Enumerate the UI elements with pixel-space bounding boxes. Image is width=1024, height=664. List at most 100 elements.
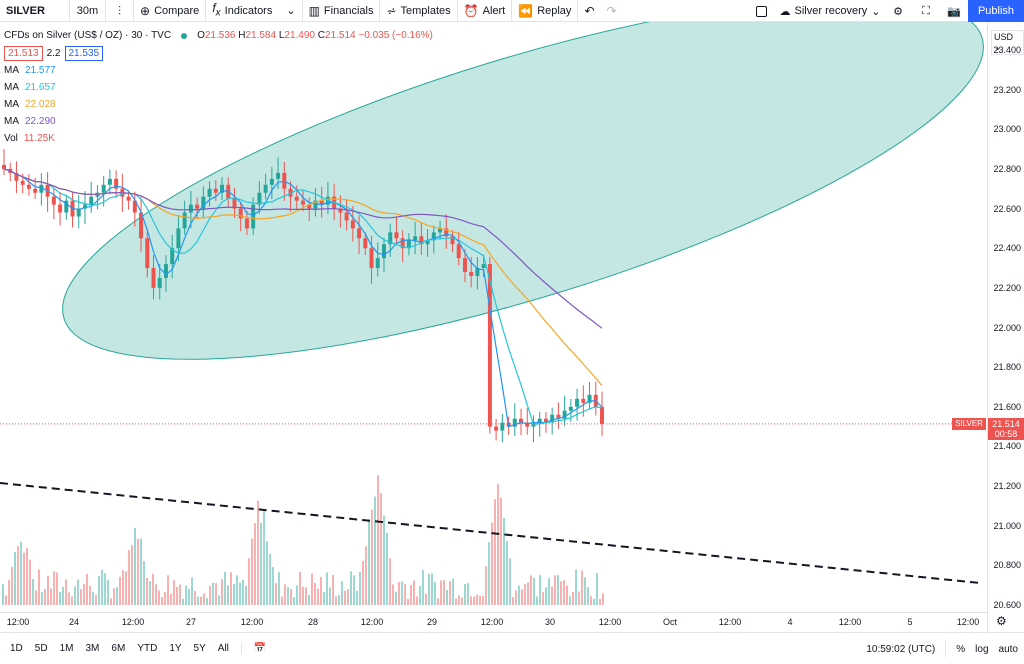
replay-label: Replay [537,4,572,17]
ma-row[interactable]: MA 21.657 [4,82,56,93]
time-axis[interactable]: 12:00 24 12:00 27 12:00 28 12:00 29 12:00 30 12:00… [0,612,987,632]
candle-body [26,184,31,189]
volume-bar [494,499,496,605]
bid-box[interactable]: 21.513 [4,46,43,61]
ask-box[interactable]: 21.535 [64,46,104,61]
volume-row[interactable]: Vol 11.25K [4,133,55,144]
range-ytd[interactable]: YTD [137,643,158,654]
volume-bar [197,596,199,605]
replay-button[interactable]: ⏪ Replay [512,0,579,22]
templates-icon: ⩫ [386,3,397,18]
undo-button[interactable]: ↶ [578,0,600,22]
fullscreen-toggle[interactable] [752,0,770,22]
volume-bar [356,590,358,605]
volume-bar [293,597,295,605]
indicators-button[interactable]: fx Indicators ⌄ [206,0,303,22]
layout-menu-button[interactable]: ☁ Silver recovery ⌄ [776,0,884,22]
price-axis[interactable]: 23.400 23.200 23.000 22.800 22.600 22.400 22.2… [987,22,1024,632]
expand-icon: ⛶ [922,4,930,17]
fullscreen-button[interactable]: ⛶ [916,0,936,22]
volume-bar [158,590,160,605]
volume-bar [224,571,226,605]
volume-bar [65,579,67,605]
candle-body [101,184,106,193]
price-tick: 21.800 [993,362,1021,373]
range-5d[interactable]: 5D [34,643,48,654]
log-toggle[interactable]: log [975,643,989,655]
volume-bar [32,578,34,605]
price-tick: 22.400 [993,243,1021,254]
candles-icon: ⫶ [117,3,121,18]
volume-bar [140,538,142,605]
axis-settings-icon[interactable]: ⚙ [996,614,1007,628]
volume-bar [389,558,391,605]
ma-row[interactable]: MA 22.028 [4,99,56,110]
volume-bar [203,593,205,605]
volume-bar [104,573,106,605]
price-tick: 23.400 [993,45,1021,55]
alert-button[interactable]: ⏰ Alert [458,0,513,22]
volume-bar [479,595,481,605]
currency-selector[interactable]: USD ⌄ [991,30,1024,55]
ma-row[interactable]: MA 21.577 [4,65,56,76]
volume-bar [245,585,247,605]
ma-row[interactable]: MA 22.290 [4,116,56,127]
range-6m[interactable]: 6M [111,643,126,654]
snapshot-button[interactable]: 📷 [944,0,964,22]
goto-date-icon[interactable]: 📅 [240,643,272,654]
candle-body [469,272,474,276]
candle-body [39,184,44,193]
compare-button[interactable]: ⊕ Compare [134,0,207,22]
volume-bar [20,541,22,605]
price-tick: 22.800 [993,163,1021,174]
range-1m[interactable]: 1M [59,643,74,654]
volume-bar [320,577,322,605]
volume-bar [410,585,412,605]
volume-bar [515,590,517,605]
candle-body [375,258,380,269]
volume-bar [269,553,271,605]
range-5y[interactable]: 5Y [193,643,206,654]
candle-body [481,264,486,269]
templates-button[interactable]: ⩫ Templates [380,0,458,22]
volume-bar [170,594,172,605]
volume-bar [419,586,421,605]
volume-bar [476,594,478,605]
financials-button[interactable]: ▥ Financials [303,0,381,22]
volume-bar [98,576,100,605]
candle-body [2,164,6,169]
publish-button[interactable]: Publish [968,0,1024,22]
chart-pane[interactable] [0,22,987,612]
volume-bar [221,579,223,605]
candle-body [151,268,156,288]
symbol-search-button[interactable]: SILVER [0,0,70,22]
candle-body [288,188,293,197]
auto-toggle[interactable]: auto [998,643,1018,655]
range-1y[interactable]: 1Y [169,643,182,654]
candle-body [107,178,112,185]
volume-bar [56,572,58,605]
fx-icon: fx [212,0,221,19]
chart-type-button[interactable]: ⫶ [106,0,134,22]
range-1d[interactable]: 1D [10,643,23,654]
volume-bar [587,587,589,605]
volume-bar [116,587,118,605]
volume-bar [557,575,559,605]
utc-clock[interactable]: 10:59:02 (UTC) [866,643,936,655]
volume-bar [257,500,259,605]
range-all[interactable]: All [217,643,229,654]
candle-body [139,212,144,239]
volume-bar [296,585,298,605]
percent-toggle[interactable]: % [956,643,966,655]
settings-button[interactable]: ⚙ [888,0,908,22]
volume-bar [467,583,469,605]
volume-bar [155,584,157,605]
candle-body [512,418,517,427]
range-3m[interactable]: 3M [85,643,100,654]
volume-bar [86,573,88,605]
volume-bar [446,590,448,605]
volume-bar [539,575,541,605]
interval-button[interactable]: 30m [70,0,106,22]
time-tick: 12:00 [121,617,145,627]
redo-button[interactable]: ↷ [601,0,623,22]
